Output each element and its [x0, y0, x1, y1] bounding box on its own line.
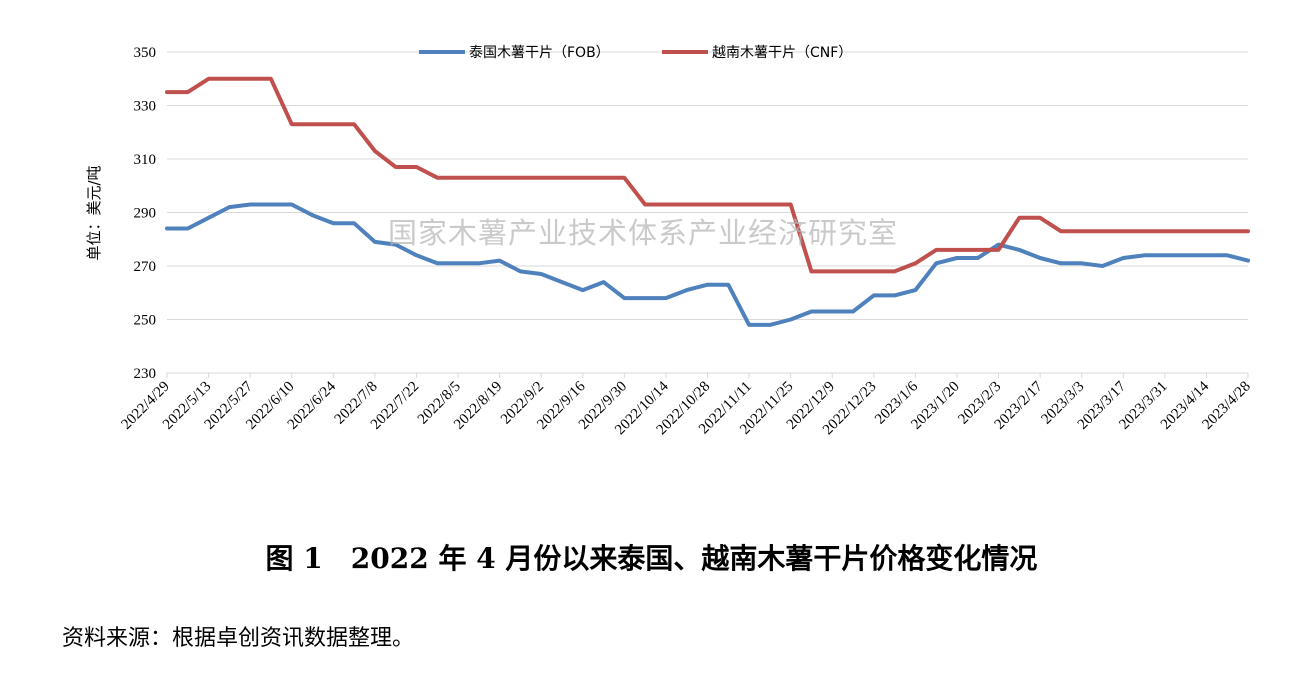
line-chart: 230 250 270 290 310 330 350 2022/4/292022/5/13… [85, 45, 1254, 438]
series-lines [165, 76, 1250, 327]
vietnam-cnf-line [165, 76, 1250, 274]
legend-label: 泰国木薯干片（FOB） [469, 45, 610, 61]
x-axis-tick-labels: 2022/4/292022/5/132022/5/272022/6/102022… [118, 373, 1254, 438]
y-axis-label: 单位：美元/吨 [85, 165, 103, 260]
legend: 泰国木薯干片（FOB） 越南木薯干片（CNF） [419, 45, 852, 61]
source-note: 资料来源：根据卓创资讯数据整理。 [62, 626, 415, 651]
y-tick-label: 270 [134, 259, 157, 275]
gridlines [167, 51, 1248, 374]
y-axis-tick-labels: 230 250 270 290 310 330 350 [134, 45, 157, 382]
y-tick-label: 250 [134, 313, 157, 329]
thailand-fob-line [165, 202, 1250, 327]
y-tick-label: 290 [134, 206, 157, 222]
watermark-text: 国家木薯产业技术体系产业经济研究室 [388, 216, 898, 250]
figure-caption: 图 1 2022 年 4 月份以来泰国、越南木薯干片价格变化情况 [265, 542, 1038, 575]
y-tick-label: 310 [134, 152, 157, 168]
y-tick-label: 230 [134, 366, 157, 382]
y-tick-label: 350 [134, 45, 157, 61]
y-tick-label: 330 [134, 99, 157, 115]
legend-label: 越南木薯干片（CNF） [712, 45, 852, 61]
